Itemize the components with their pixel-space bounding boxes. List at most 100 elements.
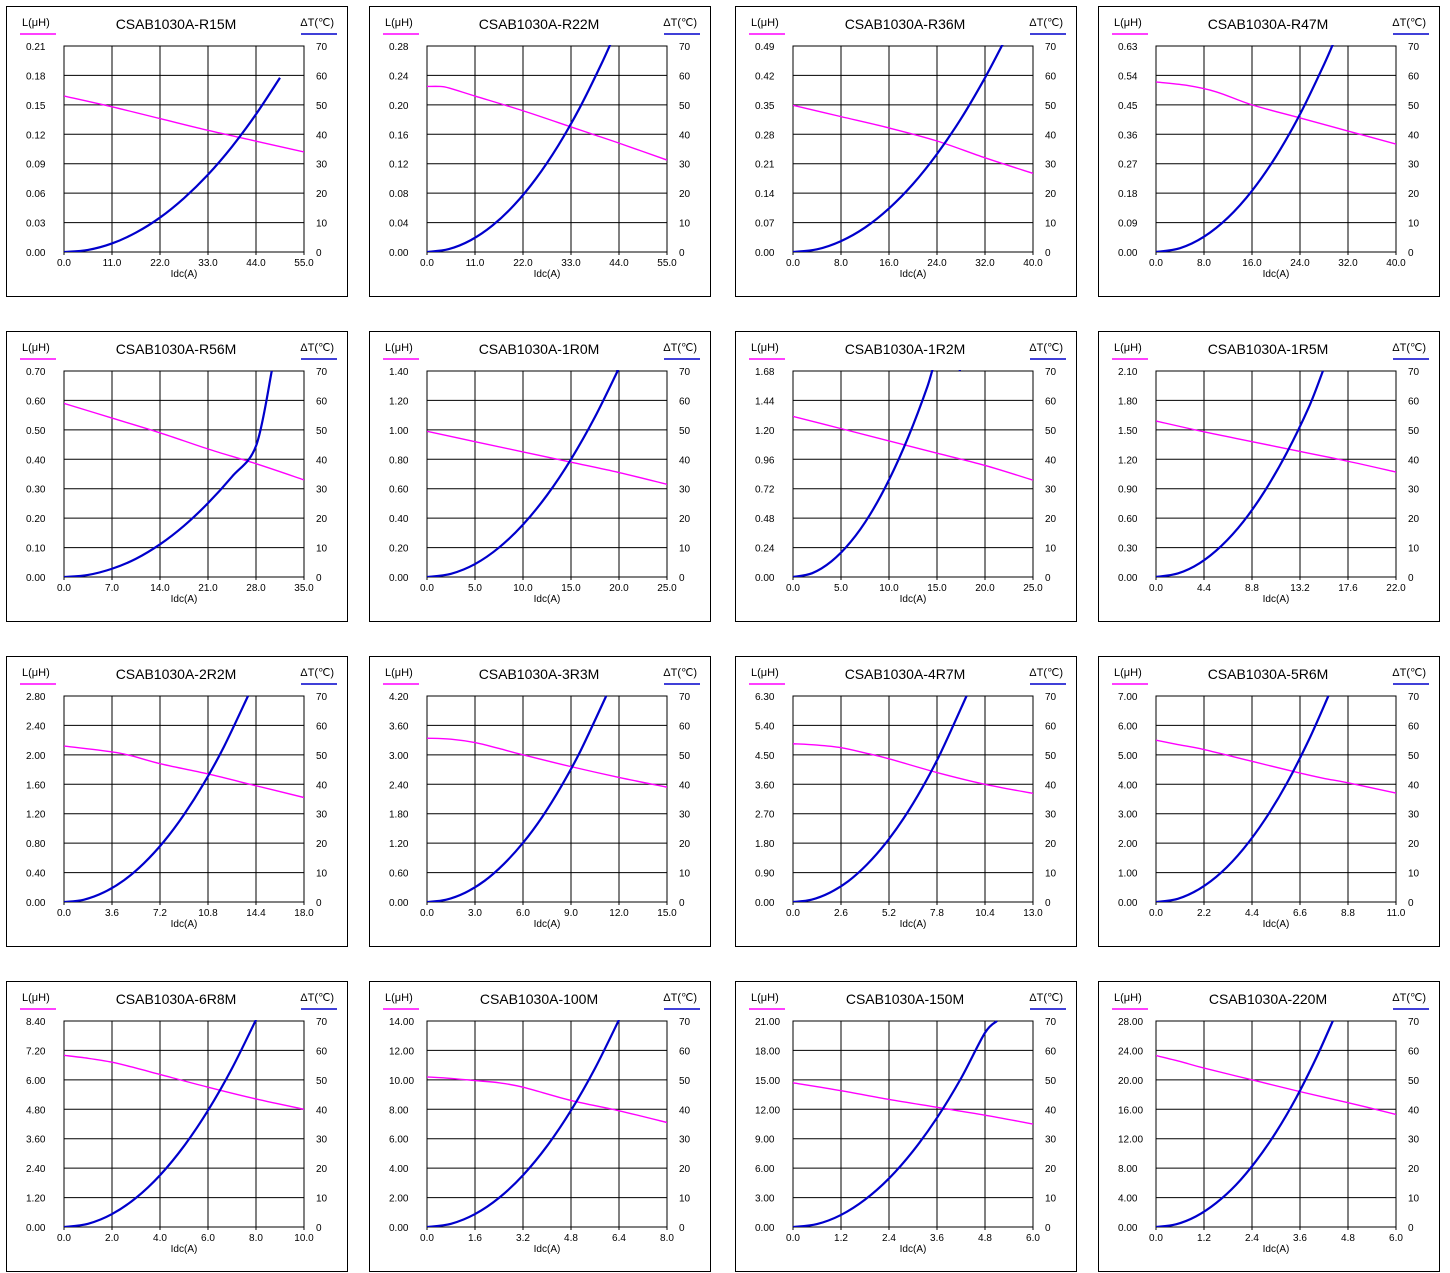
y2-tick-label: 20 [679,839,691,850]
x-axis-label: Idc(A) [900,269,927,280]
x-tick-label: 0.0 [1149,258,1163,269]
x-tick-label: 11.0 [103,258,122,269]
y-tick-label: 0.00 [1118,1223,1138,1234]
y-tick-label: 1.50 [1118,426,1138,437]
y2-tick-label: 50 [316,426,328,437]
y2-tick-label: 0 [1408,898,1414,909]
chart-title: CSAB1030A-3R3M [479,666,600,682]
inductance-series-line [427,1076,667,1124]
y2-tick-label: 50 [679,426,691,437]
y-left-label: L(μH) [1114,17,1142,29]
y-tick-label: 0.18 [1118,189,1138,200]
x-tick-label: 2.0 [105,1233,119,1244]
y-tick-label: 0.00 [389,898,409,909]
y2-tick-label: 40 [316,130,328,141]
y2-tick-label: 30 [316,160,328,171]
y2-tick-label: 40 [316,1105,328,1116]
y-tick-label: 0.30 [1118,544,1138,555]
inductance-series-line [1156,420,1396,473]
y2-tick-label: 10 [1408,219,1420,230]
y2-tick-label: 20 [316,514,328,525]
y2-tick-label: 50 [679,1076,691,1087]
y2-tick-label: 60 [679,71,691,82]
plot-frame [63,695,305,903]
y-tick-label: 0.12 [389,160,409,171]
y2-tick-label: 20 [1408,189,1420,200]
chart-title: CSAB1030A-100M [480,991,598,1007]
y-tick-label: 5.00 [1118,751,1138,762]
y-tick-label: 0.16 [389,130,409,141]
y2-tick-label: 60 [1045,721,1057,732]
x-tick-label: 2.4 [882,1233,896,1244]
chart-svg: L(μH) CSAB1030A-R15M ΔT(℃) 0.0 11.0 22.0 33.0 4… [20,16,337,280]
y-tick-label: 1.44 [755,396,775,407]
x-tick-label: 28.0 [246,583,266,594]
y-left-label: L(μH) [1114,992,1142,1004]
chart-panel: L(μH) CSAB1030A-3R3M ΔT(℃) 0.0 3.0 6.0 9.0 12.0… [369,656,711,947]
x-tick-label: 55.0 [657,258,677,269]
x-tick-label: 1.2 [1197,1233,1211,1244]
y2-tick-label: 0 [316,898,322,909]
y2-tick-label: 10 [1408,544,1420,555]
plot-frame [426,695,668,903]
y-tick-label: 0.00 [1118,573,1138,584]
y-tick-label: 0.14 [755,189,775,200]
chart-svg: L(μH) CSAB1030A-220M ΔT(℃) 0.0 1.2 2.4 3.6 4.8 6… [1112,991,1429,1255]
inductance-series-line [64,402,304,481]
y-left-label: L(μH) [22,667,50,679]
plot-frame [63,45,305,253]
x-tick-label: 8.0 [249,1233,263,1244]
chart-panel: L(μH) CSAB1030A-2R2M ΔT(℃) 0.0 3.6 7.2 10.8 14.… [6,656,348,947]
x-tick-label: 8.0 [660,1233,674,1244]
y2-tick-label: 20 [316,1164,328,1175]
y2-tick-label: 40 [1045,780,1057,791]
x-tick-label: 4.8 [978,1233,992,1244]
y2-tick-label: 40 [1408,455,1420,466]
x-axis-label: Idc(A) [534,919,561,930]
y-tick-label: 0.45 [1118,101,1138,112]
inductance-series-line [793,1082,1033,1125]
x-axis-label: Idc(A) [900,919,927,930]
y2-tick-label: 60 [1045,1046,1057,1057]
plot-frame [1155,695,1397,903]
x-tick-label: 3.0 [468,908,482,919]
x-tick-label: 7.8 [930,908,944,919]
x-tick-label: 3.6 [105,908,119,919]
y-tick-label: 0.40 [26,455,46,466]
y-tick-label: 10.00 [389,1076,414,1087]
y2-tick-label: 50 [316,751,328,762]
y-tick-label: 0.09 [26,160,46,171]
y-left-label: L(μH) [751,667,779,679]
x-tick-label: 11.0 [1387,908,1406,919]
x-tick-label: 8.0 [1197,258,1211,269]
y-tick-label: 8.40 [26,1017,46,1028]
y-tick-label: 0.40 [26,869,46,880]
plot-frame [426,1020,668,1228]
y2-tick-label: 70 [1408,1017,1420,1028]
y2-tick-label: 50 [316,1076,328,1087]
x-tick-label: 4.8 [564,1233,578,1244]
x-tick-label: 6.0 [1026,1233,1040,1244]
x-tick-label: 4.4 [1197,583,1211,594]
x-tick-label: 3.6 [930,1233,944,1244]
x-tick-label: 0.0 [1149,1233,1163,1244]
y-tick-label: 0.60 [1118,514,1138,525]
x-tick-label: 35.0 [294,583,314,594]
x-tick-label: 13.2 [1290,583,1310,594]
x-tick-label: 0.0 [786,583,800,594]
y-right-label: ΔT(℃) [300,992,334,1004]
y2-tick-label: 70 [1045,1017,1057,1028]
y2-tick-label: 20 [1045,1164,1057,1175]
y2-tick-label: 20 [679,189,691,200]
y-tick-label: 6.00 [755,1164,775,1175]
x-axis-label: Idc(A) [534,1244,561,1255]
inductance-series-line [427,85,667,161]
y-tick-label: 6.00 [389,1135,409,1146]
x-tick-label: 6.0 [201,1233,215,1244]
y2-tick-label: 40 [679,780,691,791]
temperature-series-line [427,370,620,577]
y2-tick-label: 20 [1408,1164,1420,1175]
x-tick-label: 0.0 [420,1233,434,1244]
chart-svg: L(μH) CSAB1030A-100M ΔT(℃) 0.0 1.6 3.2 4.8 6.4 8… [383,991,700,1255]
y2-tick-label: 30 [679,810,691,821]
